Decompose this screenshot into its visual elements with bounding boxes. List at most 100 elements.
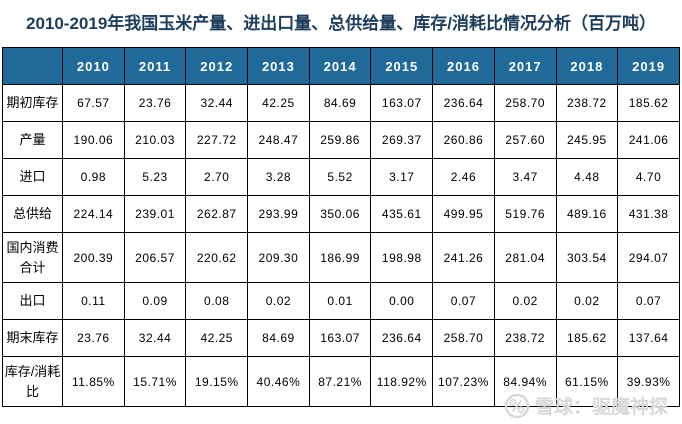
table-cell: 248.47	[247, 121, 310, 159]
table-row: 产量 190.06 210.03 227.72 248.47 259.86 269.37 26…	[2, 121, 680, 159]
table-cell: 2.70	[185, 158, 249, 196]
table-cell: 0.11	[62, 282, 125, 320]
year-header-cell: 2012	[185, 47, 249, 85]
table-cell: 32.44	[123, 319, 187, 357]
table-cell: 118.92%	[370, 356, 434, 407]
table-cell: 0.02	[247, 282, 310, 320]
row-label-cell: 出口	[2, 282, 63, 320]
table-cell: 206.57	[123, 232, 187, 283]
table-cell: 259.86	[308, 121, 372, 159]
table-cell: 0.01	[308, 282, 372, 320]
year-header-cell: 2018	[555, 47, 619, 85]
row-label-cell: 总供给	[2, 195, 63, 233]
year-header-cell: 2011	[123, 47, 187, 85]
table-cell: 42.25	[185, 319, 249, 357]
table-header-row: 2010 2011 2012 2013 2014 2015 2016 2017 2018 2019	[2, 47, 680, 85]
table-cell: 0.98	[62, 158, 125, 196]
table-cell: 23.76	[62, 319, 125, 357]
table-cell: 67.57	[62, 84, 125, 122]
table-row: 期初库存 67.57 23.76 32.44 42.25 84.69 163.07 236.6…	[2, 84, 680, 122]
table-cell: 258.70	[432, 319, 495, 357]
year-header-cell: 2015	[370, 47, 434, 85]
table-row: 期末库存 23.76 32.44 42.25 84.69 163.07 236.64 258.…	[2, 319, 680, 357]
table-cell: 3.17	[370, 158, 434, 196]
xueqiu-snowball-icon	[504, 393, 530, 419]
table-cell: 241.26	[432, 232, 495, 283]
table-header: 2010 2011 2012 2013 2014 2015 2016 2017 2018 2019	[2, 47, 680, 85]
year-header-cell: 2016	[432, 47, 495, 85]
table-row: 出口 0.11 0.09 0.08 0.02 0.01 0.00 0.07 0.02 0.02 0.…	[2, 282, 680, 320]
table-cell: 200.39	[62, 232, 125, 283]
table-cell: 19.15%	[185, 356, 249, 407]
table-cell: 236.64	[370, 319, 434, 357]
table-cell: 61.15%	[555, 356, 619, 407]
table-cell: 489.16	[555, 195, 619, 233]
table-body: 期初库存 67.57 23.76 32.44 42.25 84.69 163.07 236.6…	[2, 84, 680, 407]
table-cell: 210.03	[123, 121, 187, 159]
table-cell: 23.76	[123, 84, 187, 122]
row-label-cell: 期末库存	[2, 319, 63, 357]
table-cell: 198.98	[370, 232, 434, 283]
table-cell: 239.01	[123, 195, 187, 233]
corner-cell	[2, 47, 63, 85]
table-cell: 236.64	[432, 84, 495, 122]
table-cell: 0.02	[555, 282, 619, 320]
table-cell: 15.71%	[123, 356, 187, 407]
table-cell: 5.52	[308, 158, 372, 196]
table-cell: 0.00	[370, 282, 434, 320]
row-label-cell: 产量	[2, 121, 63, 159]
table-cell: 190.06	[62, 121, 125, 159]
table-cell: 0.08	[185, 282, 249, 320]
table-cell: 185.62	[555, 319, 619, 357]
table-cell: 0.09	[123, 282, 187, 320]
table-cell: 11.85%	[62, 356, 125, 407]
table-cell: 3.47	[493, 158, 557, 196]
table-cell: 163.07	[370, 84, 434, 122]
table-cell: 431.38	[617, 195, 680, 233]
table-cell: 303.54	[555, 232, 619, 283]
table-cell: 2.46	[432, 158, 495, 196]
table-cell: 0.02	[493, 282, 557, 320]
table-cell: 262.87	[185, 195, 249, 233]
table-cell: 260.86	[432, 121, 495, 159]
table-cell: 258.70	[493, 84, 557, 122]
table-cell: 241.06	[617, 121, 680, 159]
table-cell: 499.95	[432, 195, 495, 233]
table-cell: 435.61	[370, 195, 434, 233]
table-cell: 186.99	[308, 232, 372, 283]
table-cell: 42.25	[247, 84, 310, 122]
year-header-cell: 2014	[308, 47, 372, 85]
table-cell: 40.46%	[247, 356, 310, 407]
table-cell: 238.72	[555, 84, 619, 122]
table-cell: 39.93%	[617, 356, 680, 407]
table-cell: 294.07	[617, 232, 680, 283]
year-header-cell: 2017	[493, 47, 557, 85]
table-cell: 269.37	[370, 121, 434, 159]
watermark: 雪球：驱魔神探	[504, 392, 668, 419]
row-label-cell: 库存/消耗比	[2, 356, 63, 407]
table-cell: 137.64	[617, 319, 680, 357]
table-cell: 3.28	[247, 158, 310, 196]
table-cell: 209.30	[247, 232, 310, 283]
table-row: 库存/消耗比 11.85% 15.71% 19.15% 40.46% 87.21% 118.…	[2, 356, 680, 407]
row-label-cell: 期初库存	[2, 84, 63, 122]
corn-data-table: 2010 2011 2012 2013 2014 2015 2016 2017 2018 2019…	[2, 47, 680, 407]
table-cell: 224.14	[62, 195, 125, 233]
table-row: 进口 0.98 5.23 2.70 3.28 5.52 3.17 2.46 3.47 4.48 4.…	[2, 158, 680, 196]
table-cell: 0.07	[617, 282, 680, 320]
page-title: 2010-2019年我国玉米产量、进出口量、总供给量、库存/消耗比情况分析（百万…	[25, 14, 657, 33]
table-cell: 238.72	[493, 319, 557, 357]
table-cell: 519.76	[493, 195, 557, 233]
table-cell: 281.04	[493, 232, 557, 283]
table-cell: 84.69	[308, 84, 372, 122]
row-label-cell: 进口	[2, 158, 63, 196]
table-cell: 0.07	[432, 282, 495, 320]
table-row: 国内消费合计 200.39 206.57 220.62 209.30 186.99 198.…	[2, 232, 680, 283]
table-cell: 84.69	[247, 319, 310, 357]
table-cell: 107.23%	[432, 356, 495, 407]
table-cell: 257.60	[493, 121, 557, 159]
row-label-cell: 国内消费合计	[2, 232, 63, 283]
table-cell: 4.70	[617, 158, 680, 196]
table-cell: 87.21%	[308, 356, 372, 407]
